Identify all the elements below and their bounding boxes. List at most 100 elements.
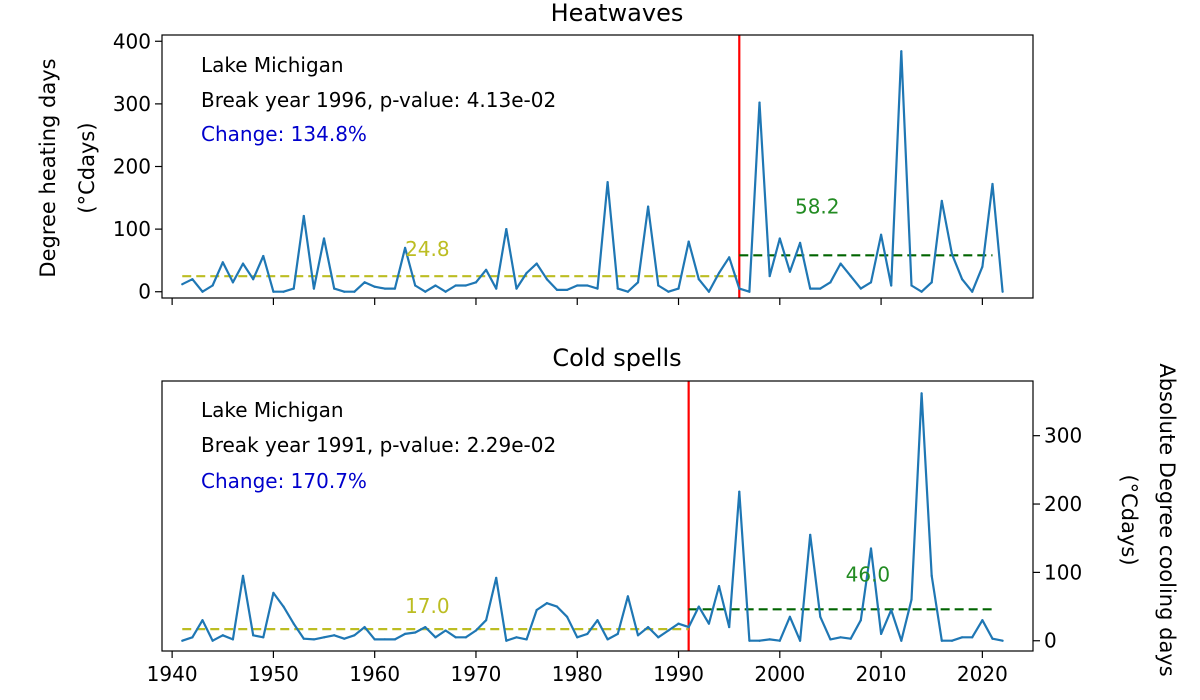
heatwaves-data-point <box>221 261 224 264</box>
heatwaves-data-point <box>677 287 680 290</box>
heatwaves-data-point <box>626 290 629 293</box>
heatwaves-data-point <box>454 284 457 287</box>
heatwaves-data-point <box>403 246 407 250</box>
cold-spells-data-point <box>484 619 488 622</box>
cold-spells-data-point <box>920 392 923 395</box>
cold-spells-ytick-label: 100 <box>1044 560 1082 584</box>
heatwaves-data-point <box>910 284 913 287</box>
cold-spells-data-point <box>181 639 184 642</box>
cold-spells-data-point <box>292 622 295 625</box>
cold-spells-data-point <box>758 639 761 642</box>
cold-spells-data-point <box>930 574 933 577</box>
cold-spells-data-point <box>505 639 508 642</box>
heatwaves-data-point <box>272 290 275 293</box>
cold-spells-data-point <box>657 636 660 639</box>
cold-spells-data-point <box>667 629 670 632</box>
heatwaves-after-mean-label: 58.2 <box>795 194 840 218</box>
heatwaves-data-point <box>231 281 234 284</box>
cold-spells-data-point <box>464 636 467 639</box>
heatwaves-location-label: Lake Michigan <box>201 53 344 77</box>
cold-spells-data-point <box>424 625 427 629</box>
cold-spells-data-point <box>910 598 913 601</box>
cold-spells-data-point <box>495 576 498 579</box>
cold-spells-data-point <box>869 547 873 550</box>
heatwaves-data-point <box>859 287 862 290</box>
heatwaves-data-point <box>636 281 640 284</box>
heatwaves-data-point <box>940 199 943 203</box>
cold-spells-ylabel-line2: (°Cdays) <box>1117 474 1141 565</box>
cold-spells-xtick-label: 1950 <box>248 662 299 686</box>
heatwaves-data-point <box>697 278 700 281</box>
cold-spells-data-point <box>728 625 731 629</box>
heatwaves-data-point <box>414 284 417 287</box>
cold-spells-data-point <box>403 632 407 636</box>
heatwaves-data-point <box>788 270 792 273</box>
cold-spells-data-point <box>798 639 802 642</box>
heatwaves-ytick-label: 200 <box>113 155 151 179</box>
cold-spells-data-point <box>262 636 265 639</box>
heatwaves-data-point <box>971 290 974 293</box>
heatwaves-data-point <box>667 290 670 293</box>
heatwaves-data-point <box>586 284 589 287</box>
cold-spells-data-point <box>717 584 721 588</box>
cold-spells-data-point <box>586 632 589 636</box>
cold-spells-data-point <box>697 605 700 608</box>
cold-spells-data-point <box>647 625 650 629</box>
heatwaves-data-point <box>444 290 447 293</box>
heatwaves-data-point <box>181 283 184 286</box>
cold-spells-data-point <box>809 533 812 536</box>
cold-spells-data-point <box>353 634 356 637</box>
heatwaves-data-point <box>879 233 883 236</box>
cold-spells-data-point <box>191 636 194 639</box>
cold-spells-data-point <box>991 637 994 640</box>
heatwaves-break-label: Break year 1996, p-value: 4.13e-02 <box>201 88 556 112</box>
cold-spells-data-point <box>606 638 609 641</box>
heatwaves-data-point <box>555 288 559 291</box>
cold-spells-data-point <box>241 574 245 577</box>
cold-spells-data-point <box>879 632 883 636</box>
heatwaves-data-point <box>576 284 579 287</box>
heatwaves-data-point <box>292 287 295 290</box>
heatwaves-data-point <box>383 287 386 290</box>
heatwaves-data-point <box>717 271 721 275</box>
heatwaves-data-point <box>322 237 326 240</box>
heatwaves-data-point <box>829 281 832 284</box>
heatwaves-data-point <box>890 284 893 287</box>
heatwaves-series-line <box>181 50 1004 293</box>
cold-spells-data-point <box>819 615 822 618</box>
cold-spells-data-point <box>545 602 548 605</box>
cold-spells-data-point <box>525 638 528 641</box>
heatwaves-data-point <box>707 290 711 293</box>
heatwaves-data-point <box>495 287 498 290</box>
heatwaves-data-point <box>900 50 903 53</box>
cold-spells-data-point <box>393 638 397 641</box>
cold-spells-xtick-label: 2020 <box>957 662 1008 686</box>
cold-spells-location-label: Lake Michigan <box>201 398 344 422</box>
heatwaves-data-point <box>191 278 194 281</box>
heatwaves-data-point <box>505 228 508 231</box>
heatwaves-data-point <box>647 205 650 208</box>
heatwaves-before-mean-label: 24.8 <box>405 237 450 261</box>
heatwaves-data-point <box>434 284 437 287</box>
heatwaves-data-point <box>819 287 822 290</box>
cold-spells-data-point <box>788 615 792 618</box>
cold-spells-after-mean-label: 46.0 <box>846 562 891 586</box>
cold-spells-data-point <box>282 605 285 608</box>
cold-spells-data-point <box>211 639 214 642</box>
cold-spells-xtick-label: 1990 <box>653 662 704 686</box>
cold-spells-data-point <box>322 636 326 639</box>
cold-spells-data-point <box>444 629 447 632</box>
heatwaves-data-point <box>849 274 852 278</box>
cold-spells-xtick-label: 2010 <box>856 662 907 686</box>
cold-spells-break-label: Break year 1991, p-value: 2.29e-02 <box>201 433 556 457</box>
heatwaves-data-point <box>566 288 569 291</box>
cold-spells-data-point <box>900 639 903 642</box>
cold-spells-title: Cold spells <box>552 344 681 372</box>
heatwaves-data-point <box>535 262 538 265</box>
cold-spells-data-point <box>414 631 417 634</box>
cold-spells-data-point <box>576 636 579 639</box>
cold-spells-data-point <box>434 636 437 639</box>
cold-spells-data-point <box>221 634 224 637</box>
heatwaves-data-point <box>515 287 518 290</box>
heatwaves-data-point <box>474 281 478 284</box>
